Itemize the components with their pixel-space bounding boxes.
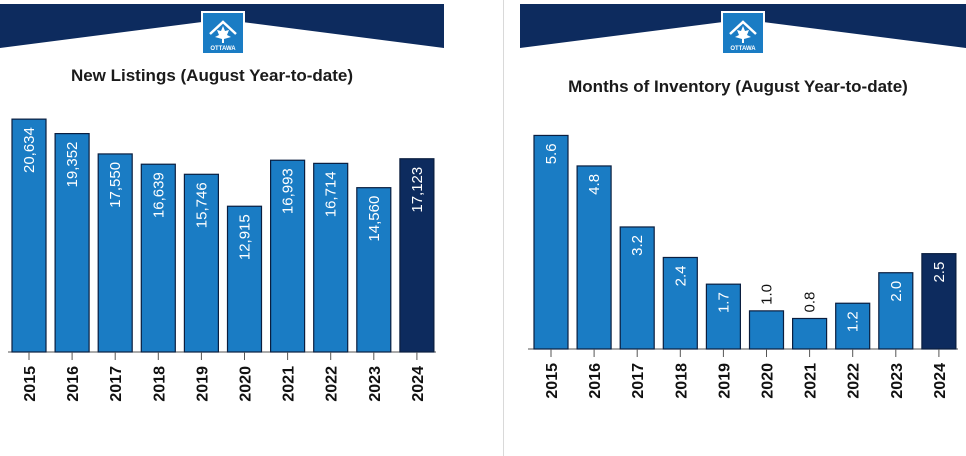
data-label: 20,634 <box>21 127 38 173</box>
new-listings-chart: OTTAWA New Listings (August Year-to-date)… <box>0 4 444 402</box>
data-label: 14,560 <box>366 196 383 242</box>
bar-2018 <box>662 256 698 350</box>
x-tick-label: 2018 <box>673 363 690 399</box>
x-tick-label: 2015 <box>544 363 561 399</box>
x-tick-label: 2016 <box>587 363 604 399</box>
bar-2017 <box>619 226 655 350</box>
x-tick-label: 2024 <box>410 366 427 402</box>
bar-2016 <box>54 132 90 353</box>
header-banner <box>520 4 966 48</box>
bar-2021 <box>792 317 828 350</box>
data-label: 0.8 <box>802 292 819 313</box>
data-label: 16,993 <box>280 168 297 214</box>
x-tick-label: 2015 <box>22 366 39 402</box>
data-label: 15,746 <box>193 182 210 228</box>
bar-2017 <box>97 153 133 353</box>
bar-2022 <box>835 302 871 350</box>
x-tick-label: 2017 <box>108 366 125 402</box>
bar-2020 <box>748 310 785 350</box>
bar-2023 <box>356 187 392 353</box>
x-tick-label: 2021 <box>281 366 298 402</box>
data-label: 1.7 <box>715 292 732 313</box>
x-tick-label: 2023 <box>889 363 906 399</box>
x-tick-label: 2020 <box>760 363 777 399</box>
bar-2019 <box>705 283 741 350</box>
x-tick-label: 2024 <box>932 363 949 399</box>
data-label: 19,352 <box>64 142 81 188</box>
bar-2021 <box>270 159 306 353</box>
data-label: 3.2 <box>629 235 646 256</box>
data-label: 2.4 <box>672 265 689 286</box>
maple-leaf-house-icon: OTTAWA <box>721 11 765 55</box>
panel-divider <box>503 0 504 456</box>
header-banner <box>0 4 444 48</box>
bar-2015 <box>533 134 569 350</box>
data-label: 12,915 <box>237 214 254 260</box>
bar-2024 <box>399 158 435 353</box>
chart-title: Months of Inventory (August Year-to-date… <box>568 77 908 96</box>
chart-title: New Listings (August Year-to-date) <box>71 66 353 85</box>
data-label: 4.8 <box>586 174 603 195</box>
bar-2016 <box>576 165 612 350</box>
x-tick-label: 2019 <box>716 363 733 399</box>
logo-text: OTTAWA <box>730 46 756 52</box>
x-tick-label: 2020 <box>238 366 255 402</box>
x-tick-label: 2023 <box>367 366 384 402</box>
data-label: 2.0 <box>888 281 905 302</box>
data-label: 5.6 <box>543 143 560 164</box>
x-tick-label: 2022 <box>846 363 863 399</box>
logo-text: OTTAWA <box>210 46 236 52</box>
x-tick-label: 2019 <box>194 366 211 402</box>
bar-2023 <box>878 272 914 350</box>
x-tick-label: 2022 <box>324 366 341 402</box>
data-label: 1.0 <box>759 284 776 305</box>
maple-leaf-house-icon: OTTAWA <box>201 11 245 55</box>
x-tick-label: 2021 <box>803 363 820 399</box>
bar-2019 <box>183 173 219 353</box>
data-label: 16,639 <box>150 172 167 218</box>
bar-2022 <box>313 162 349 353</box>
bar-2020 <box>226 205 263 353</box>
x-tick-label: 2018 <box>151 366 168 402</box>
x-tick-label: 2017 <box>630 363 647 399</box>
months-of-inventory-chart: OTTAWA Months of Inventory (August Year-t… <box>520 4 966 399</box>
data-label: 2.5 <box>931 262 948 283</box>
x-tick-label: 2016 <box>65 366 82 402</box>
data-label: 17,550 <box>107 162 124 208</box>
months-of-inventory-panel: OTTAWA Months of Inventory (August Year-t… <box>520 0 966 456</box>
data-label: 16,714 <box>323 171 340 217</box>
new-listings-panel: OTTAWA New Listings (August Year-to-date)… <box>0 0 444 456</box>
data-label: 1.2 <box>845 311 862 332</box>
data-label: 17,123 <box>409 167 426 213</box>
